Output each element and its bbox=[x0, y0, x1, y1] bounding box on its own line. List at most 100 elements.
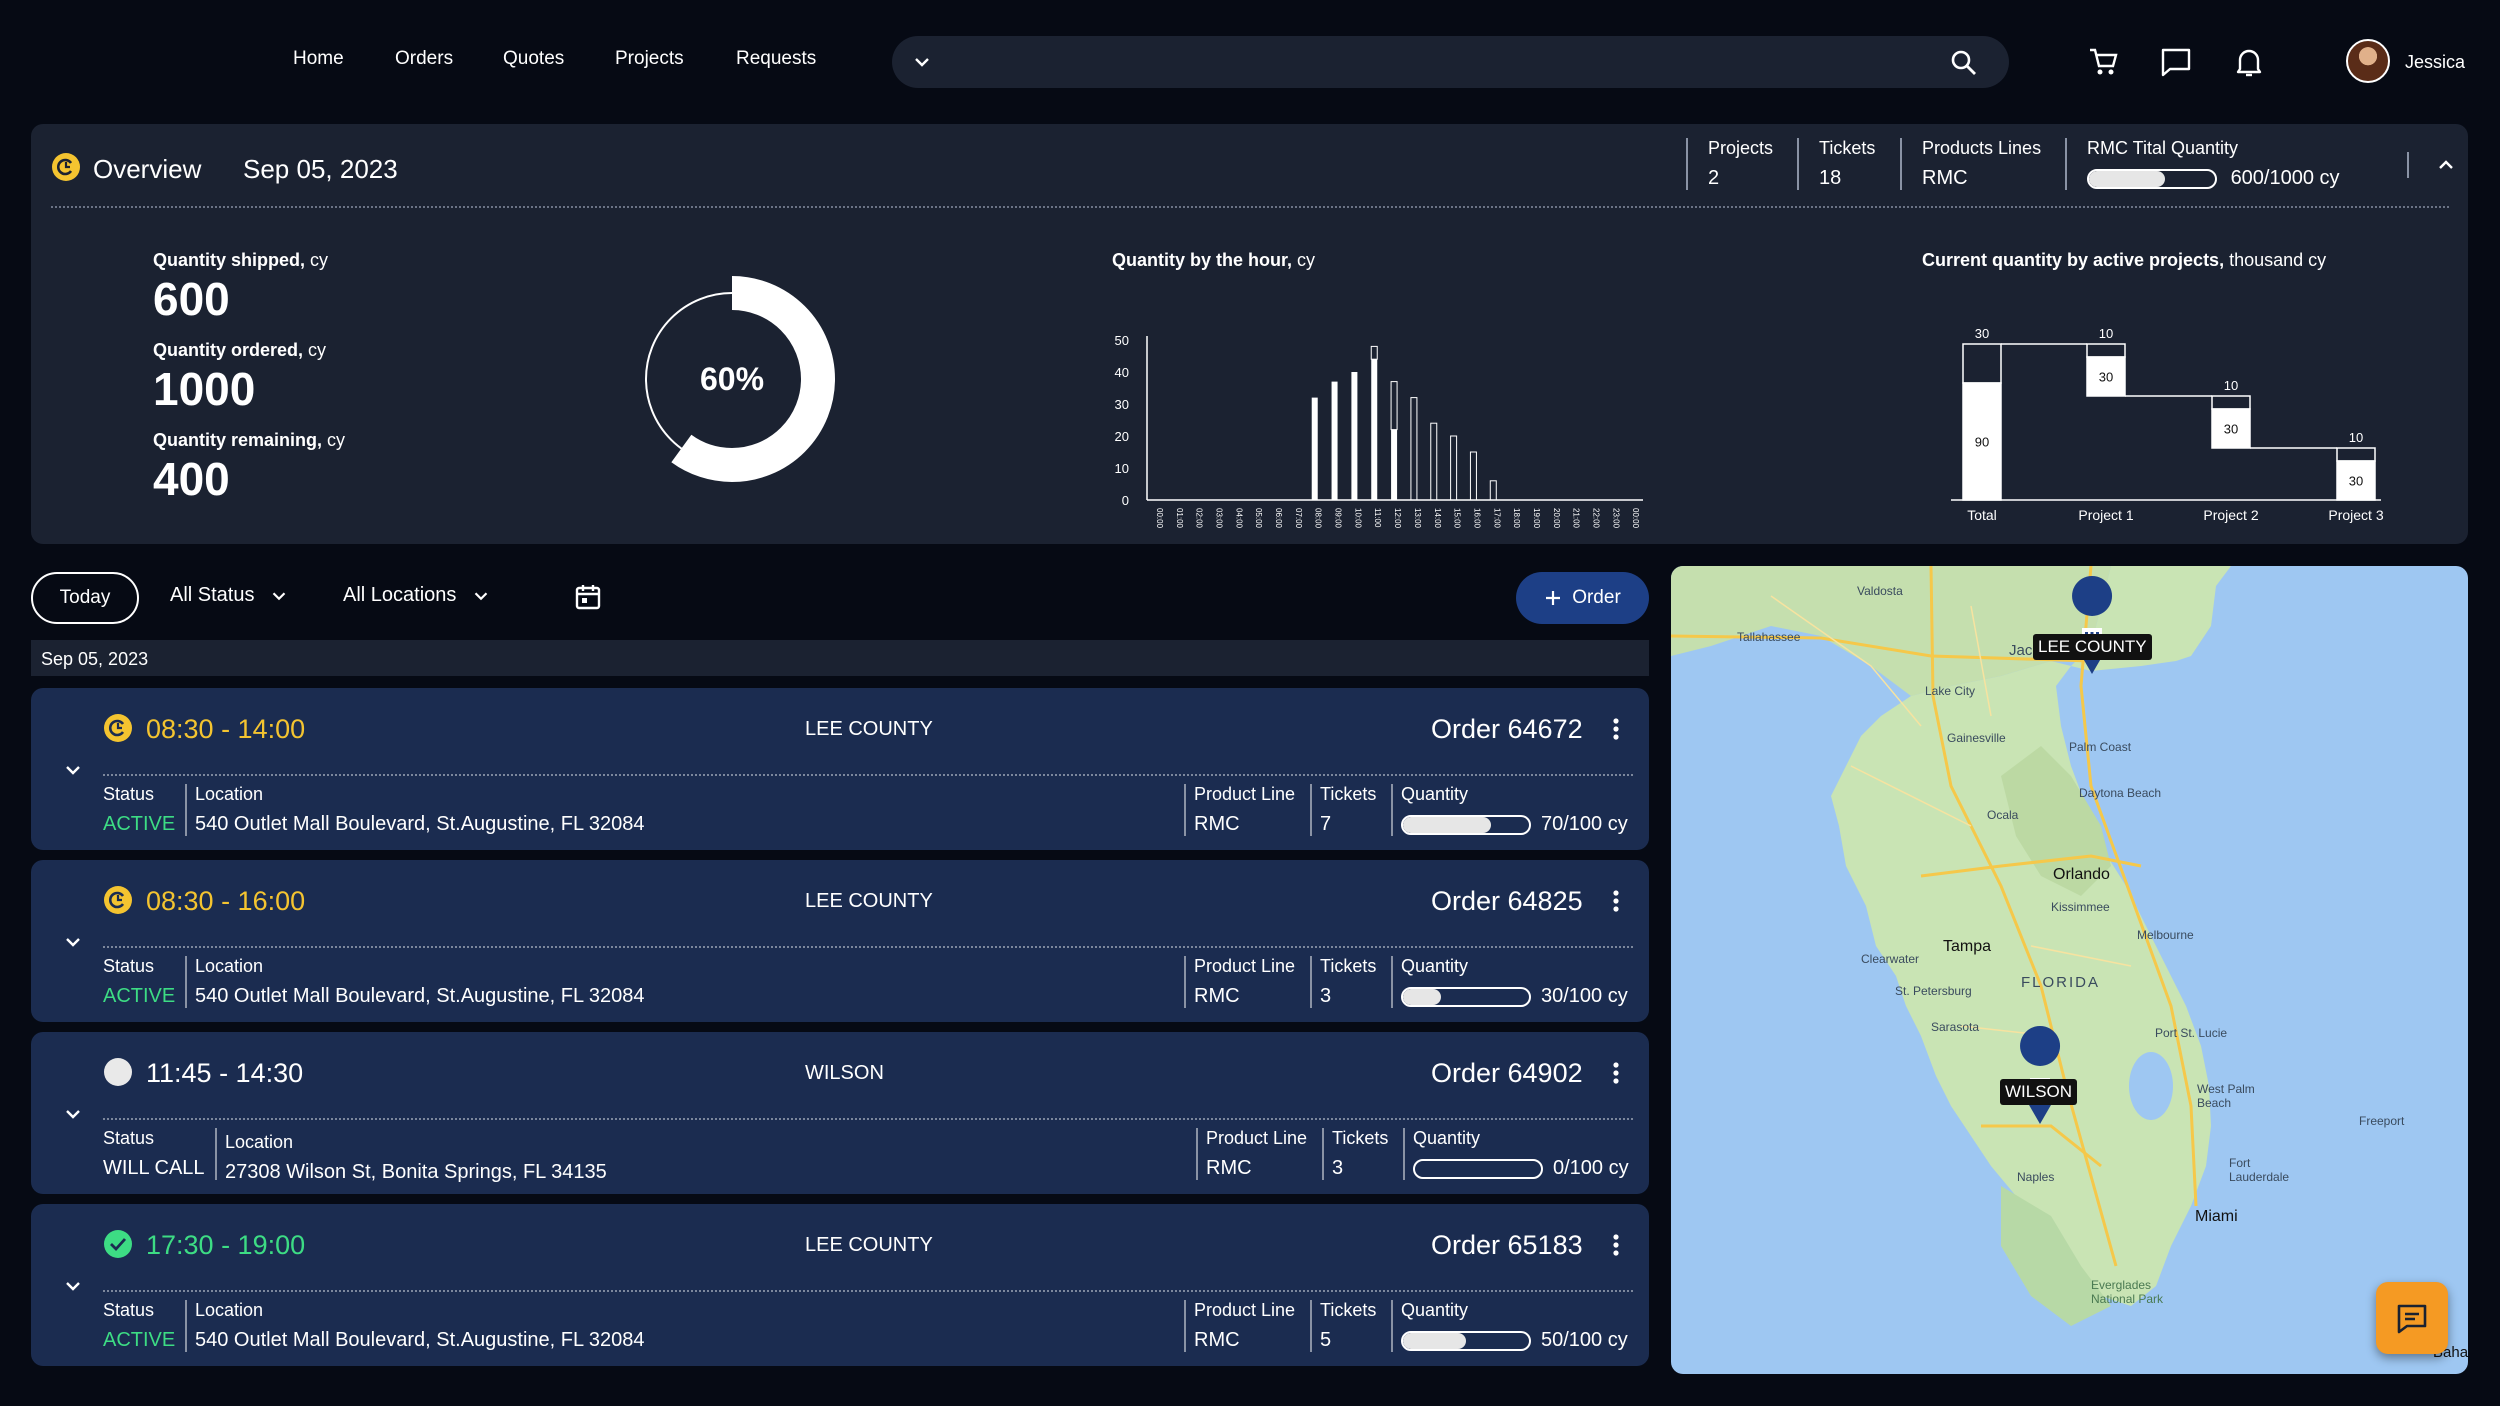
order-location-name: LEE COUNTY bbox=[805, 1234, 933, 1256]
order-number[interactable]: Order 64825 bbox=[1431, 886, 1583, 916]
quantity-value: 0/100 cy bbox=[1413, 1157, 1629, 1180]
map-everglades bbox=[2001, 1186, 2111, 1326]
status-filter[interactable]: All Status bbox=[170, 584, 290, 607]
order-product-line: Product Line RMC bbox=[1184, 1300, 1295, 1352]
nav-quotes[interactable]: Quotes bbox=[503, 48, 565, 69]
order-card[interactable]: 08:30 - 14:00 LEE COUNTY Order 64672 Status… bbox=[31, 688, 1649, 850]
expand-chevron-icon[interactable] bbox=[59, 928, 87, 956]
more-options-icon[interactable] bbox=[1601, 714, 1631, 744]
place-label: West Palm Beach bbox=[2197, 1082, 2255, 1110]
chat-button[interactable] bbox=[2376, 1282, 2448, 1354]
project-bar-label: 10 bbox=[2224, 378, 2238, 393]
expand-chevron-icon[interactable] bbox=[59, 1100, 87, 1128]
x-tick-label: 20:00 bbox=[1552, 508, 1561, 529]
x-tick-label: Project 1 bbox=[2078, 507, 2133, 523]
chevron-down-icon bbox=[475, 591, 488, 600]
check-circle-icon bbox=[104, 1230, 132, 1258]
order-time-window: 17:30 - 19:00 bbox=[146, 1230, 306, 1260]
place-label: Orlando bbox=[2053, 866, 2110, 883]
map-marker-label[interactable]: LEE COUNTY bbox=[2033, 634, 2152, 660]
search-input[interactable] bbox=[892, 36, 2009, 88]
place-label: Gainesville bbox=[1947, 731, 2006, 745]
field-label: Tickets bbox=[1320, 1300, 1377, 1320]
order-number[interactable]: Order 65183 bbox=[1431, 1230, 1583, 1260]
order-card[interactable]: 17:30 - 19:00 LEE COUNTY Order 65183 Status… bbox=[31, 1204, 1649, 1366]
nav-requests[interactable]: Requests bbox=[736, 48, 817, 69]
nav-home[interactable]: Home bbox=[293, 48, 344, 69]
order-card[interactable]: 11:45 - 14:30 WILSON Order 64902 Status WILL… bbox=[31, 1032, 1649, 1194]
top-navigation: Home Orders Quotes Projects Requests Jes… bbox=[0, 0, 2500, 124]
hourly-chart-title: Quantity by the hour, cy bbox=[1112, 250, 1316, 270]
x-tick-label: 04:00 bbox=[1234, 508, 1243, 529]
hourly-bar-remaining bbox=[1469, 451, 1477, 501]
order-number[interactable]: Order 64902 bbox=[1431, 1058, 1583, 1088]
map-marker-label[interactable]: WILSON bbox=[2000, 1079, 2078, 1105]
marker-pin[interactable] bbox=[2072, 576, 2113, 616]
new-order-button[interactable]: Order bbox=[1516, 572, 1649, 624]
field-label: Status bbox=[103, 784, 155, 804]
quantity-progress-bar bbox=[1401, 814, 1531, 835]
field-label: Location bbox=[195, 956, 264, 976]
calendar-icon[interactable] bbox=[574, 583, 602, 611]
locations-filter-label: All Locations bbox=[343, 584, 457, 606]
x-tick-label: 00:00 bbox=[1155, 508, 1164, 529]
place-label: Lake City bbox=[1925, 684, 1976, 698]
order-status: Status ACTIVE bbox=[103, 784, 175, 836]
divider bbox=[103, 1118, 1633, 1120]
x-tick-label: 07:00 bbox=[1294, 508, 1303, 529]
expand-chevron-icon[interactable] bbox=[59, 1272, 87, 1300]
search-icon[interactable] bbox=[1949, 48, 1979, 78]
map-land-central bbox=[2001, 746, 2111, 896]
x-tick-label: 15:00 bbox=[1453, 508, 1462, 529]
chevron-up-icon[interactable] bbox=[2433, 152, 2459, 178]
x-tick-label: 18:00 bbox=[1512, 508, 1521, 529]
more-options-icon[interactable] bbox=[1601, 886, 1631, 916]
project-bar-lower bbox=[2211, 408, 2251, 449]
project-bar-upper bbox=[2086, 343, 2126, 358]
expand-chevron-icon[interactable] bbox=[59, 756, 87, 784]
order-location-name: WILSON bbox=[805, 1062, 884, 1084]
order-number[interactable]: Order 64672 bbox=[1431, 714, 1583, 744]
rmc-progress-bar bbox=[2087, 168, 2217, 189]
locations-filter[interactable]: All Locations bbox=[343, 584, 492, 607]
x-tick-label: 21:00 bbox=[1572, 508, 1581, 529]
field-label: Location bbox=[195, 1300, 264, 1320]
tickets-value: 5 bbox=[1320, 1329, 1332, 1351]
field-label: Product Line bbox=[1194, 956, 1296, 976]
quantity-progress-bar bbox=[1401, 1330, 1531, 1351]
project-bar-label: 30 bbox=[2349, 474, 2363, 489]
more-options-icon[interactable] bbox=[1601, 1230, 1631, 1260]
x-tick-label: 02:00 bbox=[1195, 508, 1204, 529]
map-view[interactable]: LEE COUNTY WILSON Valdosta Tallahassee J… bbox=[1671, 566, 2468, 1374]
nav-orders[interactable]: Orders bbox=[395, 48, 454, 69]
today-button[interactable]: Today bbox=[31, 572, 139, 624]
y-tick-label: 30 bbox=[1115, 397, 1129, 412]
order-quantity: Quantity 0/100 cy bbox=[1403, 1128, 1629, 1180]
chevron-down-icon[interactable] bbox=[910, 50, 934, 74]
y-tick-label: 40 bbox=[1115, 365, 1129, 380]
place-label: Ocala bbox=[1987, 808, 2019, 822]
nav-projects[interactable]: Projects bbox=[615, 48, 684, 69]
message-icon[interactable] bbox=[2158, 44, 2194, 80]
donut-label: 60% bbox=[700, 361, 764, 397]
stat-label: Projects bbox=[1708, 138, 1774, 158]
quantity-value: 50/100 cy bbox=[1401, 1329, 1628, 1352]
hourly-bar-shipped bbox=[1311, 397, 1318, 500]
cart-icon[interactable] bbox=[2086, 44, 2122, 80]
hourly-bar-shipped bbox=[1351, 372, 1358, 500]
marker-pin[interactable] bbox=[2020, 1026, 2061, 1066]
hourly-bar-remaining bbox=[1489, 480, 1497, 501]
user-name[interactable]: Jessica bbox=[2405, 52, 2466, 72]
order-card[interactable]: 08:30 - 16:00 LEE COUNTY Order 64825 Status… bbox=[31, 860, 1649, 1022]
bell-icon[interactable] bbox=[2231, 44, 2267, 80]
chevron-down-icon bbox=[273, 591, 286, 600]
more-options-icon[interactable] bbox=[1601, 1058, 1631, 1088]
quantity-value: 30/100 cy bbox=[1401, 985, 1628, 1008]
place-label: St. Petersburg bbox=[1895, 984, 1972, 998]
y-tick-label: 50 bbox=[1115, 333, 1129, 348]
chat-icon[interactable] bbox=[2376, 1282, 2448, 1354]
map-canvas[interactable] bbox=[1671, 566, 2468, 1374]
collapse-button[interactable] bbox=[2407, 152, 2453, 178]
avatar[interactable] bbox=[2346, 39, 2390, 83]
project-bar-upper bbox=[2211, 395, 2251, 410]
